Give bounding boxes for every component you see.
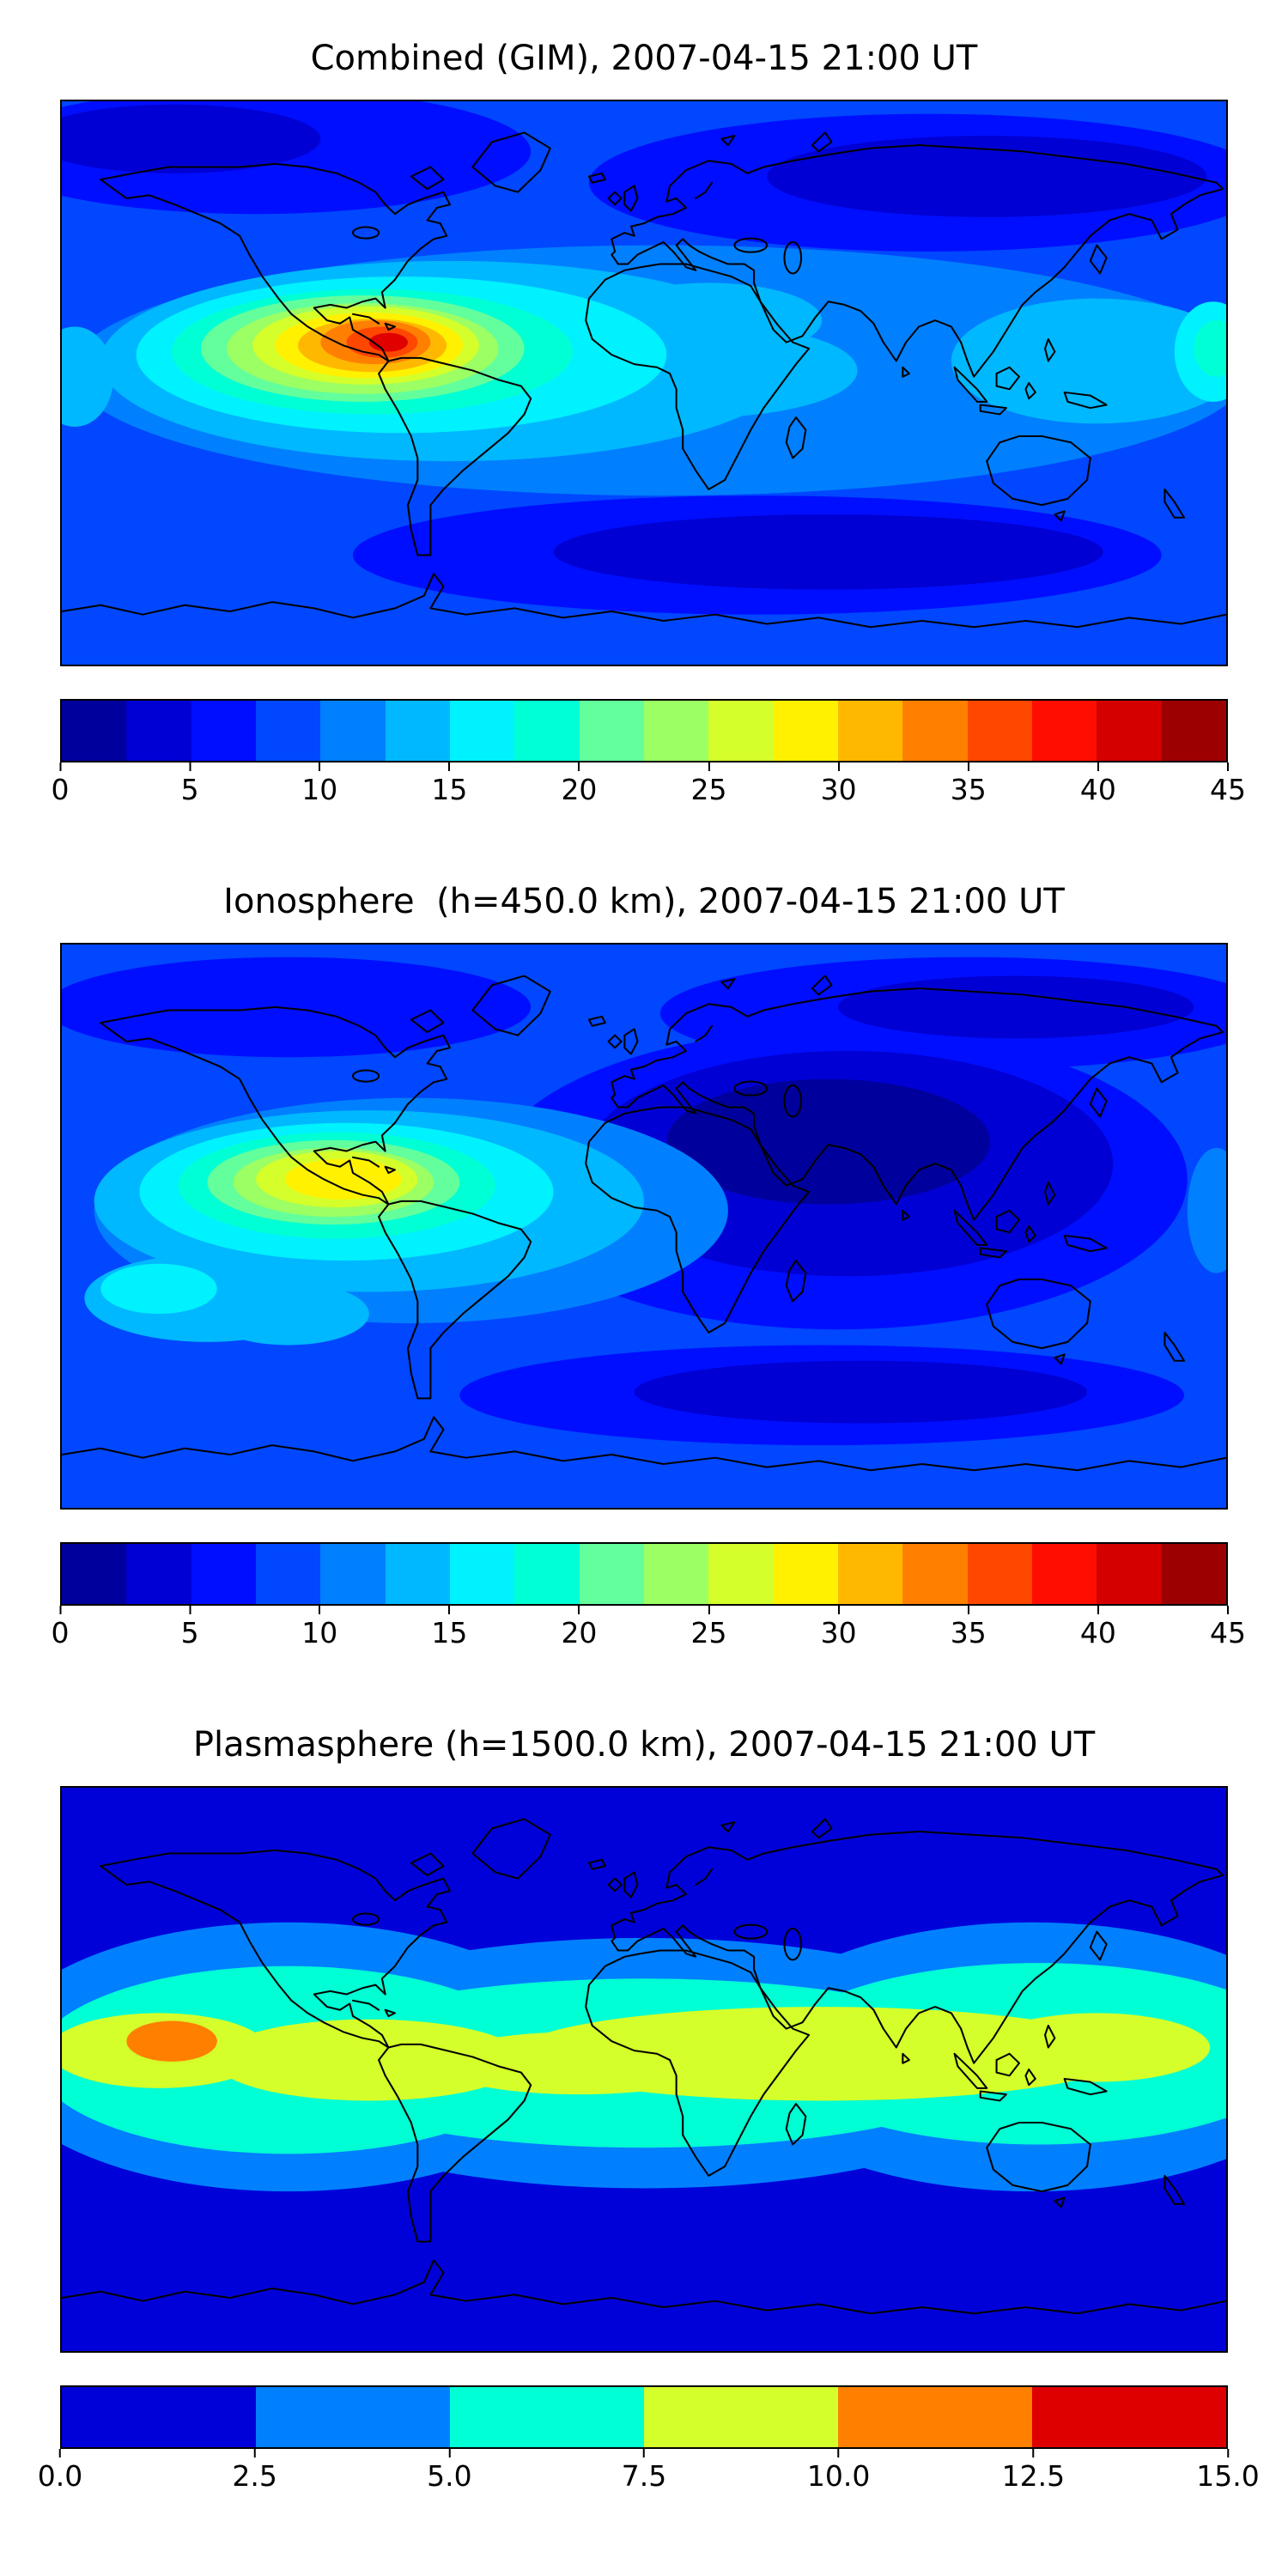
colorbar-segment <box>1097 1544 1162 1604</box>
colorbar-segment <box>643 701 709 761</box>
colorbar-segment <box>385 1544 450 1604</box>
colorbar-segment <box>320 701 386 761</box>
map-plasmasphere <box>60 1786 1228 2353</box>
colorbar-segment <box>1161 701 1226 761</box>
colorbar-tick-label: 5.0 <box>427 2459 472 2493</box>
map-svg-ionosphere <box>62 945 1226 1508</box>
colorbar-tick-label: 2.5 <box>232 2459 277 2493</box>
colorbar-strip-plasmasphere <box>60 2385 1228 2449</box>
panel-title-combined: Combined (GIM), 2007-04-15 21:00 UT <box>310 39 978 78</box>
colorbar-tick-label: 30 <box>820 773 857 806</box>
colorbar-segment <box>126 1544 191 1604</box>
colorbar-tick-label: 10 <box>301 1616 338 1649</box>
colorbar-tick-label: 12.5 <box>1001 2459 1066 2493</box>
colorbar-segment <box>1032 2387 1226 2447</box>
colorbar-segment <box>838 2387 1032 2447</box>
colorbar-tick-label: 25 <box>690 1616 727 1649</box>
panel-ionosphere: Ionosphere (h=450.0 km), 2007-04-15 21:0… <box>0 881 1288 1657</box>
colorbar-tick-label: 20 <box>561 773 598 806</box>
colorbar-ionosphere: 0 5 10 15 20 25 30 35 40 45 <box>52 1542 1247 1657</box>
colorbar-tick-label: 0.0 <box>37 2459 83 2493</box>
colorbar-tick-label: 15 <box>431 773 468 806</box>
panel-title-ionosphere: Ionosphere (h=450.0 km), 2007-04-15 21:0… <box>223 882 1065 921</box>
colorbar-segment <box>644 2387 838 2447</box>
colorbar-segment <box>449 701 515 761</box>
colorbar-segment <box>773 701 838 761</box>
colorbar-segment <box>255 701 321 761</box>
colorbar-segment <box>967 701 1032 761</box>
colorbar-tick-label: 5 <box>180 1616 199 1649</box>
colorbar-segment <box>837 1544 903 1604</box>
panel-combined: Combined (GIM), 2007-04-15 21:00 UT <box>0 38 1288 814</box>
colorbar-tick-label: 0 <box>51 1616 70 1649</box>
colorbar-tick-label: 45 <box>1210 1616 1246 1649</box>
colorbar-tick-label: 10 <box>301 773 338 806</box>
colorbar-segment <box>62 1544 127 1604</box>
colorbar-segment <box>773 1544 838 1604</box>
colorbar-tick-row-plasmasphere: 0.0 2.5 5.0 7.5 10.0 12.5 15.0 <box>38 2449 1260 2500</box>
colorbar-strip-combined <box>60 699 1228 762</box>
panel-plasmasphere: Plasmasphere (h=1500.0 km), 2007-04-15 2… <box>0 1724 1288 2500</box>
colorbar-segment <box>514 1544 580 1604</box>
colorbar-segment <box>1097 701 1162 761</box>
contour-fills-combined <box>62 101 1226 615</box>
colorbar-tick-label: 30 <box>820 1616 857 1649</box>
colorbar-tick-label: 20 <box>561 1616 598 1649</box>
colorbar-segment <box>1161 1544 1226 1604</box>
colorbar-segment <box>385 701 450 761</box>
map-svg-combined <box>62 101 1226 665</box>
colorbar-segment <box>256 2387 450 2447</box>
colorbar-segment <box>191 701 256 761</box>
colorbar-segment <box>449 1544 515 1604</box>
colorbar-segment <box>62 701 127 761</box>
colorbar-tick-label: 35 <box>950 1616 987 1649</box>
colorbar-segment <box>902 701 968 761</box>
map-svg-plasmasphere <box>62 1788 1226 2351</box>
colorbar-segment <box>579 701 644 761</box>
colorbar-tick-row-combined: 0 5 10 15 20 25 30 35 40 45 <box>52 762 1247 814</box>
colorbar-tick-label: 40 <box>1079 773 1116 806</box>
colorbar-tick-label: 40 <box>1079 1616 1116 1649</box>
colorbar-segment <box>191 1544 256 1604</box>
colorbar-tick-label: 25 <box>690 773 727 806</box>
colorbar-segment <box>708 701 774 761</box>
colorbar-tick-label: 15.0 <box>1196 2459 1260 2493</box>
colorbar-tick-label: 10.0 <box>806 2459 871 2493</box>
colorbar-tick-label: 45 <box>1210 773 1246 806</box>
contour-fills-ionosphere <box>62 957 1226 1446</box>
colorbar-segment <box>1031 1544 1097 1604</box>
colorbar-tick-label: 5 <box>180 773 199 806</box>
panel-title-plasmasphere: Plasmasphere (h=1500.0 km), 2007-04-15 2… <box>192 1725 1096 1765</box>
colorbar-segment <box>62 2387 256 2447</box>
colorbar-segment <box>450 2387 644 2447</box>
colorbar-plasmasphere: 0.0 2.5 5.0 7.5 10.0 12.5 15.0 <box>38 2385 1260 2500</box>
colorbar-segment <box>837 701 903 761</box>
contour-fills-plasmasphere <box>62 1922 1226 2192</box>
colorbar-tick-row-ionosphere: 0 5 10 15 20 25 30 35 40 45 <box>52 1606 1247 1657</box>
colorbar-tick-label: 15 <box>431 1616 468 1649</box>
colorbar-segment <box>708 1544 774 1604</box>
colorbar-segment <box>902 1544 968 1604</box>
colorbar-tick-label: 7.5 <box>621 2459 667 2493</box>
colorbar-segment <box>967 1544 1032 1604</box>
map-ionosphere <box>60 943 1228 1510</box>
colorbar-tick-label: 35 <box>950 773 987 806</box>
colorbar-segment <box>579 1544 644 1604</box>
colorbar-segment <box>255 1544 321 1604</box>
colorbar-segment <box>643 1544 709 1604</box>
map-combined <box>60 100 1228 666</box>
colorbar-strip-ionosphere <box>60 1542 1228 1606</box>
colorbar-segment <box>126 701 191 761</box>
colorbar-combined: 0 5 10 15 20 25 30 35 40 45 <box>52 699 1247 814</box>
colorbar-segment <box>320 1544 386 1604</box>
colorbar-segment <box>514 701 580 761</box>
colorbar-segment <box>1031 701 1097 761</box>
colorbar-tick-label: 0 <box>51 773 70 806</box>
